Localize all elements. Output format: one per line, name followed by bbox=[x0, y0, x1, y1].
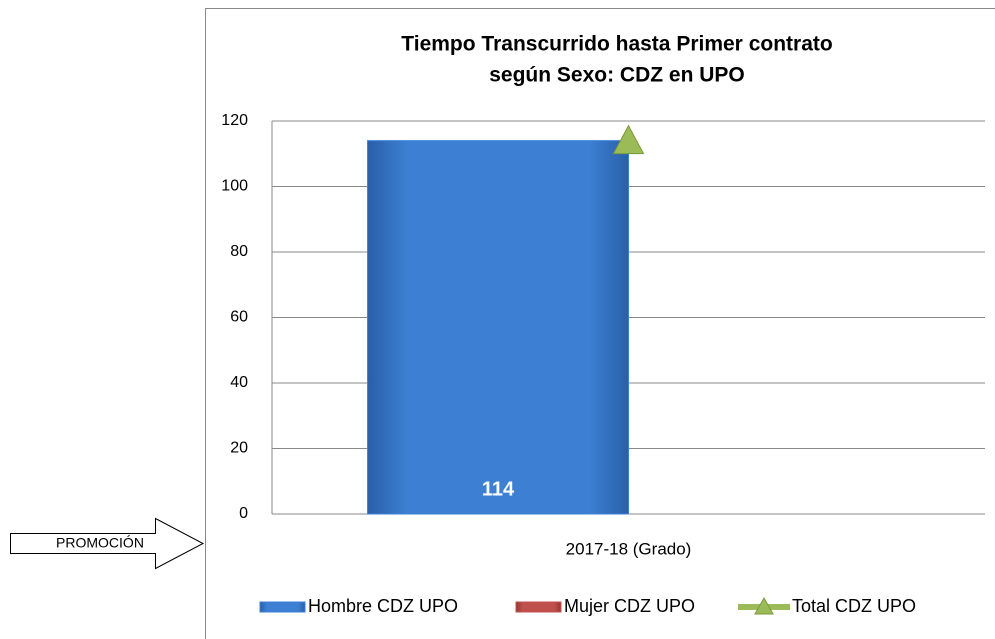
y-tick-label: 80 bbox=[230, 243, 248, 260]
line-marker bbox=[612, 124, 645, 155]
data-label: 114 bbox=[482, 478, 515, 500]
y-tick-label: 60 bbox=[230, 309, 248, 326]
y-tick-label: 120 bbox=[221, 112, 248, 129]
y-tick-label: 40 bbox=[230, 374, 248, 391]
arrow bbox=[10, 517, 205, 570]
y-tick-label: 100 bbox=[221, 178, 248, 195]
legend-swatch bbox=[515, 601, 562, 613]
chart-subtitle: según Sexo: CDZ en UPO bbox=[489, 64, 745, 87]
x-tick-label: 2017-18 (Grado) bbox=[566, 539, 692, 558]
bar bbox=[367, 140, 629, 515]
chart-title: Tiempo Transcurrido hasta Primer contrat… bbox=[401, 33, 832, 56]
annotation: PROMOCIÓN bbox=[56, 535, 144, 551]
legend-label: Total CDZ UPO bbox=[792, 596, 916, 616]
legend-label: Mujer CDZ UPO bbox=[564, 596, 695, 616]
legend-swatch bbox=[259, 601, 306, 613]
legend-label: Hombre CDZ UPO bbox=[308, 596, 458, 616]
y-tick-label: 20 bbox=[230, 440, 248, 457]
y-tick-label: 0 bbox=[239, 505, 248, 522]
legend-marker bbox=[754, 596, 774, 615]
